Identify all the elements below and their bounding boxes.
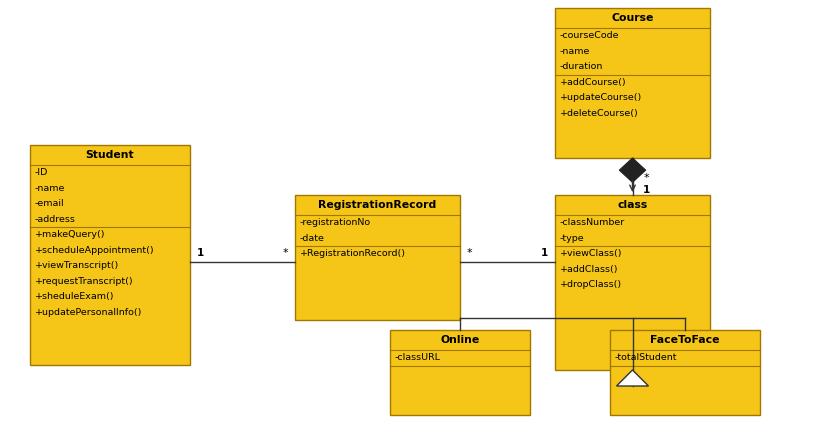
- Bar: [295, 195, 460, 320]
- Text: +RegistrationRecord(): +RegistrationRecord(): [300, 249, 406, 258]
- Text: +updateCourse(): +updateCourse(): [560, 93, 642, 102]
- Text: +viewClass(): +viewClass(): [560, 249, 622, 258]
- Text: +addClass(): +addClass(): [560, 265, 619, 274]
- Text: +requestTranscript(): +requestTranscript(): [35, 277, 133, 286]
- Text: FaceToFace: FaceToFace: [650, 335, 719, 345]
- Text: +addCourse(): +addCourse(): [560, 78, 626, 87]
- Text: -address: -address: [35, 215, 76, 224]
- Text: -ID: -ID: [35, 168, 49, 177]
- Bar: [30, 145, 190, 365]
- Text: 1: 1: [644, 185, 650, 195]
- Text: -totalStudent: -totalStudent: [615, 353, 677, 362]
- Bar: [555, 8, 710, 158]
- Text: class: class: [617, 200, 648, 210]
- Text: +deleteCourse(): +deleteCourse(): [560, 109, 639, 118]
- Text: *: *: [466, 248, 472, 258]
- Text: *: *: [283, 248, 288, 258]
- Text: +dropClass(): +dropClass(): [560, 280, 622, 289]
- Text: Course: Course: [611, 13, 653, 23]
- Text: *: *: [644, 173, 648, 183]
- Text: -type: -type: [560, 234, 584, 243]
- Text: +scheduleAppointment(): +scheduleAppointment(): [35, 246, 155, 255]
- Polygon shape: [620, 158, 646, 182]
- Text: -registrationNo: -registrationNo: [300, 218, 371, 227]
- Text: Online: Online: [440, 335, 480, 345]
- Text: 1: 1: [541, 248, 549, 258]
- Polygon shape: [616, 370, 648, 386]
- Text: -duration: -duration: [560, 62, 603, 71]
- Text: -name: -name: [35, 184, 65, 193]
- Text: RegistrationRecord: RegistrationRecord: [318, 200, 437, 210]
- Bar: [610, 330, 760, 415]
- Text: -name: -name: [560, 47, 590, 56]
- Text: -classURL: -classURL: [395, 353, 441, 362]
- Text: -classNumber: -classNumber: [560, 218, 625, 227]
- Text: +viewTranscript(): +viewTranscript(): [35, 261, 119, 270]
- Text: -email: -email: [35, 199, 64, 208]
- Text: -courseCode: -courseCode: [560, 31, 620, 40]
- Bar: [555, 195, 710, 370]
- Text: +makeQuery(): +makeQuery(): [35, 230, 105, 239]
- Text: Student: Student: [86, 150, 134, 160]
- Text: -date: -date: [300, 234, 325, 243]
- Text: +updatePersonalInfo(): +updatePersonalInfo(): [35, 308, 143, 317]
- Bar: [390, 330, 530, 415]
- Text: +sheduleExam(): +sheduleExam(): [35, 292, 115, 301]
- Text: 1: 1: [197, 248, 204, 258]
